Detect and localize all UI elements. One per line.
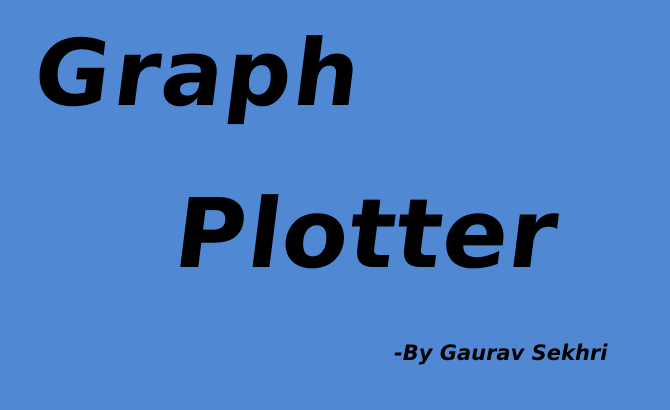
- author-byline: -By Gaurav Sekhri: [394, 341, 608, 365]
- title-word-plotter: Plotter: [172, 178, 561, 290]
- title-word-graph: Graph: [32, 20, 365, 127]
